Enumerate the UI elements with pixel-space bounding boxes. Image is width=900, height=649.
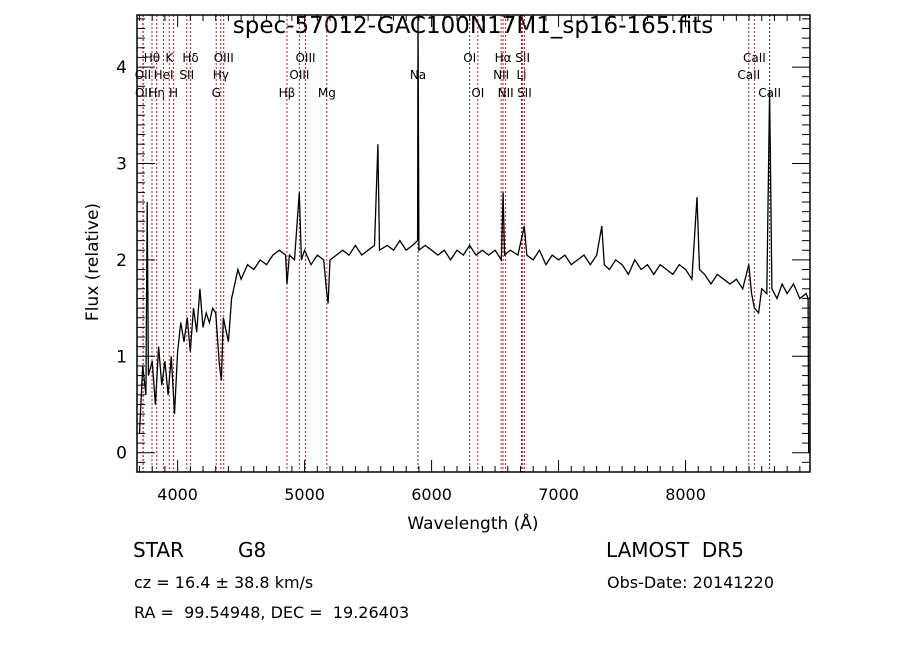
line-label: CaII [737, 68, 760, 82]
y-axis-label: Flux (relative) [83, 203, 103, 321]
y-tick-label: 2 [116, 251, 127, 271]
line-label: OI [463, 51, 476, 65]
line-label: SII [179, 68, 194, 82]
line-label: SII [515, 51, 530, 65]
line-label: G [212, 86, 221, 100]
line-label: Hη [148, 86, 165, 100]
y-tick-label: 1 [116, 347, 127, 367]
x-tick-label: 8000 [665, 485, 706, 504]
line-label: Hθ [144, 51, 160, 65]
line-label: OIII [214, 51, 234, 65]
y-tick-label: 0 [116, 444, 127, 464]
redshift-cz: cz = 16.4 ± 38.8 km/s [134, 573, 314, 592]
object-class: STAR [133, 538, 184, 562]
line-label: Li [516, 68, 526, 82]
line-label: OIII [289, 68, 309, 82]
line-markers: OIIOIIHθHηHeIKHSIIHδGHγOIIIHβOIIIOIIIMgN… [135, 15, 781, 472]
object-subclass: G8 [238, 538, 267, 562]
line-label: Hβ [279, 86, 296, 100]
line-label: NII [493, 68, 509, 82]
x-tick-label: 5000 [284, 485, 325, 504]
line-label: K [165, 51, 174, 65]
x-tick-label: 7000 [538, 485, 579, 504]
line-label: H [169, 86, 178, 100]
survey-label: LAMOST DR5 [606, 538, 744, 562]
plot-frame [136, 14, 811, 473]
line-label: NII [498, 86, 514, 100]
line-label: OI [471, 86, 484, 100]
line-label: Hα [495, 51, 512, 65]
line-label: SII [517, 86, 532, 100]
spectrum-line [138, 14, 810, 453]
y-tick-label: 3 [116, 154, 127, 174]
x-tick-label: 4000 [157, 485, 198, 504]
y-tick-label: 4 [116, 58, 127, 78]
coordinates: RA = 99.54948, DEC = 19.26403 [134, 603, 410, 622]
axes: 4000 5000 6000 7000 8000 0 1 2 3 4 [116, 14, 811, 504]
line-label: CaII [743, 51, 766, 65]
line-label: Hδ [182, 51, 198, 65]
chart-title: spec-57012-GAC100N17M1_sp16-165.fits [233, 13, 713, 39]
line-label: OIII [295, 51, 315, 65]
x-tick-label: 6000 [411, 485, 452, 504]
x-axis-label: Wavelength (Å) [407, 512, 538, 534]
line-label: OII [135, 86, 152, 100]
line-label: Mg [318, 86, 336, 100]
line-label: HeI [154, 68, 174, 82]
obs-date: Obs-Date: 20141220 [607, 573, 775, 592]
line-label: Hγ [213, 68, 229, 82]
spectrum-series [138, 14, 810, 453]
